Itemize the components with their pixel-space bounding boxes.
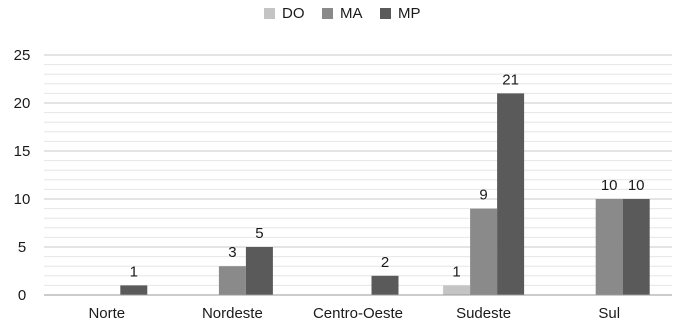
bar-mp-nordeste xyxy=(245,247,273,295)
data-label: 3 xyxy=(228,244,236,261)
x-axis: Norte Nordeste Centro-Oeste Sudeste Sul xyxy=(44,294,672,322)
legend-swatch-do xyxy=(264,8,275,19)
data-label: 5 xyxy=(255,225,263,242)
legend-label: MA xyxy=(340,5,363,22)
legend: DO MA MP xyxy=(264,5,421,22)
data-label: 10 xyxy=(628,177,645,194)
data-label: 10 xyxy=(601,177,618,194)
data-label: 2 xyxy=(381,254,389,271)
bar-mp-sul xyxy=(622,199,650,295)
category-label: Sul xyxy=(598,305,620,322)
data-label: 9 xyxy=(479,187,487,204)
y-tick-label: 25 xyxy=(14,47,31,64)
legend-label: MP xyxy=(398,5,421,22)
gridlines xyxy=(44,54,672,286)
category-label: Sudeste xyxy=(456,305,511,322)
y-tick-label: 10 xyxy=(14,191,31,208)
category-label: Nordeste xyxy=(202,305,263,322)
y-tick-label: 0 xyxy=(18,287,26,304)
y-tick-label: 5 xyxy=(18,239,26,256)
legend-label: DO xyxy=(282,5,305,22)
legend-swatch-ma xyxy=(322,8,333,19)
data-label: 21 xyxy=(502,71,519,88)
bar-mp-sudeste xyxy=(497,93,525,296)
category-label: Norte xyxy=(88,305,125,322)
data-label: 1 xyxy=(130,263,138,280)
bar-ma-sul xyxy=(595,199,623,295)
bar-mp-centro-oeste xyxy=(371,275,399,295)
legend-swatch-mp xyxy=(380,8,391,19)
category-label: Centro-Oeste xyxy=(313,305,403,322)
y-tick-label: 20 xyxy=(14,95,31,112)
bar-do-sudeste xyxy=(443,285,471,295)
bar-mp-norte xyxy=(120,285,148,295)
bar-ma-sudeste xyxy=(470,208,498,295)
bars xyxy=(120,93,650,296)
y-tick-label: 15 xyxy=(14,143,31,160)
bar-ma-nordeste xyxy=(218,266,246,295)
data-label: 1 xyxy=(452,263,460,280)
y-axis: 0 5 10 15 20 25 xyxy=(14,47,31,304)
